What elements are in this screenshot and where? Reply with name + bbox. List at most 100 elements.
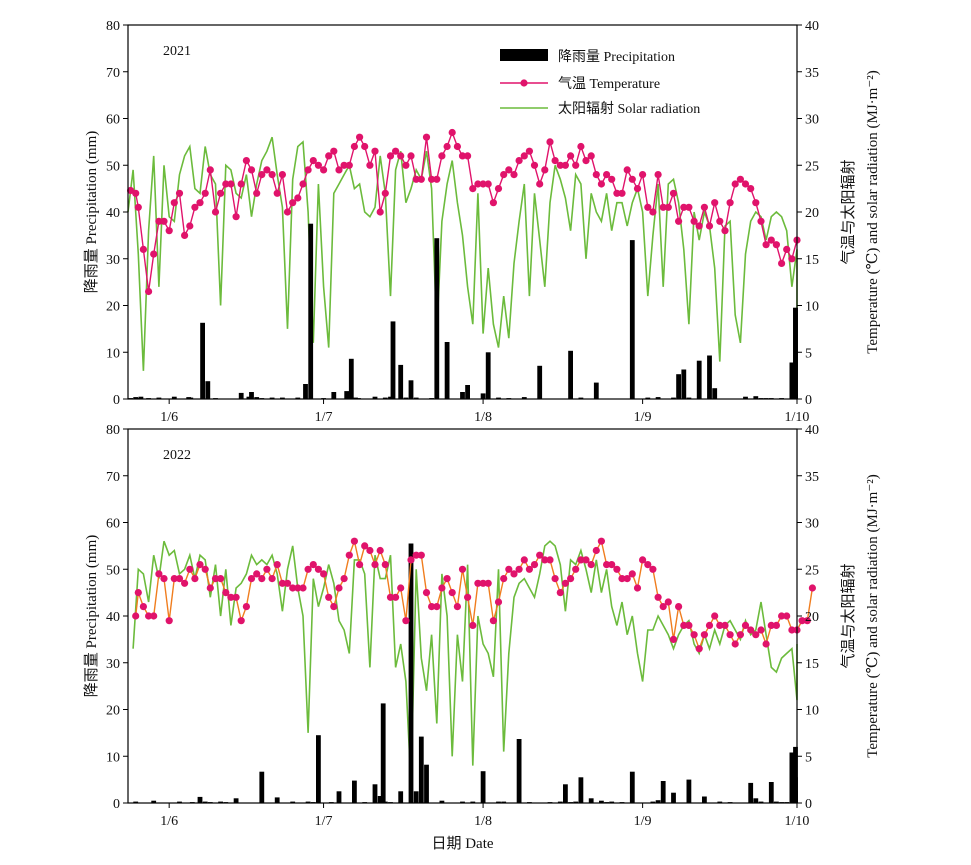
left-tick-label: 40 — [106, 610, 120, 625]
precipitation-bar — [496, 801, 501, 803]
precipitation-bar — [748, 782, 754, 803]
precipitation-bar — [344, 391, 350, 399]
left-tick-label: 20 — [106, 704, 120, 719]
temperature-point — [669, 189, 678, 197]
temperature-point — [500, 575, 508, 583]
precipitation-bar — [609, 801, 615, 803]
temperature-point — [335, 166, 343, 174]
temperature-point — [340, 575, 348, 583]
temperature-point — [608, 561, 616, 569]
temperature-point — [211, 575, 220, 583]
precipitation-bar — [743, 396, 748, 399]
temperature-point — [340, 161, 348, 169]
precipitation-bar — [316, 735, 321, 803]
temperature-point — [325, 593, 333, 601]
temperature-point — [253, 189, 261, 197]
temperature-point — [258, 575, 266, 583]
precipitation-bar — [516, 739, 522, 803]
precipitation-bar — [573, 801, 579, 803]
temperature-point — [320, 166, 328, 174]
temperature-point — [474, 579, 482, 587]
temperature-point — [536, 551, 544, 559]
precipitation-bar — [156, 397, 162, 399]
temperature-point — [160, 575, 168, 583]
precipitation-bar — [645, 397, 651, 399]
precipitation-bar — [269, 397, 275, 399]
precipitation-bar — [290, 801, 296, 803]
temperature-point — [356, 561, 364, 569]
x-tick-label: 1/9 — [634, 410, 652, 425]
temperature-point — [407, 152, 415, 160]
left-tick-label: 60 — [106, 517, 120, 532]
temperature-point — [386, 152, 395, 160]
legend-precipitation-swatch — [500, 49, 548, 61]
precipitation-bar — [686, 779, 692, 803]
temperature-point — [747, 185, 755, 193]
legend-solar-label: 太阳辐射 Solar radiation — [558, 101, 700, 117]
temperature-point — [639, 556, 647, 564]
temperature-point — [145, 612, 153, 620]
temperature-point — [206, 166, 214, 174]
temperature-point — [530, 561, 539, 569]
temperature-point — [289, 199, 297, 207]
temperature-point — [726, 631, 734, 639]
left-tick-label: 50 — [106, 563, 120, 578]
precipitation-bar — [348, 358, 354, 399]
precipitation-bar — [480, 771, 486, 803]
temperature-point — [237, 617, 245, 625]
precipitation-bar — [424, 764, 429, 803]
precipitation-bar — [696, 360, 702, 399]
temperature-point — [731, 180, 739, 188]
precipitation-bar — [372, 396, 378, 399]
right-tick-label: 40 — [805, 423, 819, 438]
precipitation-bar — [197, 796, 203, 803]
temperature-point — [700, 203, 709, 211]
precipitation-bar — [753, 798, 759, 803]
temperature-point — [196, 561, 204, 569]
left-tick-label: 50 — [106, 159, 120, 174]
temperature-point — [196, 199, 204, 207]
precipitation-bar — [485, 352, 491, 400]
temperature-point — [567, 152, 575, 160]
precipitation-bar — [768, 782, 774, 803]
temperature-point — [175, 189, 184, 197]
temperature-point — [669, 635, 678, 644]
temperature-point — [181, 231, 189, 239]
x-tick-label: 1/9 — [634, 814, 652, 829]
temperature-point — [752, 199, 760, 207]
temperature-point — [458, 152, 467, 160]
temperature-point — [803, 617, 811, 625]
temperature-point — [217, 575, 225, 583]
temperature-point — [541, 556, 549, 564]
temperature-point — [397, 152, 405, 160]
temperature-point — [268, 171, 276, 179]
temperature-point — [361, 542, 369, 550]
temperature-point — [587, 152, 595, 160]
temperature-point — [675, 217, 683, 225]
temperature-point — [726, 199, 734, 207]
temperature-point — [191, 203, 199, 211]
temperature-point — [592, 546, 600, 555]
precipitation-bar — [793, 397, 798, 399]
precipitation-bar — [408, 380, 414, 399]
precipitation-bar — [496, 397, 501, 399]
precipitation-bar — [629, 240, 635, 399]
x-tick-label: 1/7 — [315, 814, 333, 829]
precipitation-bar — [382, 397, 388, 399]
temperature-point — [520, 556, 528, 564]
precipitation-bar — [382, 801, 388, 803]
temperature-point — [165, 227, 173, 235]
temperature-point — [278, 171, 286, 179]
temperature-point — [644, 203, 652, 211]
precipitation-bar — [413, 397, 419, 399]
precipitation-bar — [578, 397, 584, 399]
precipitation-bar — [789, 752, 795, 803]
precipitation-bar — [568, 350, 573, 399]
temperature-point — [155, 217, 163, 225]
right-axis-label-en: Temperature (℃) and solar radiation (MJ·… — [865, 474, 881, 757]
temperature-point — [139, 245, 147, 253]
temperature-point — [525, 565, 534, 573]
temperature-point — [242, 157, 250, 165]
left-tick-label: 0 — [113, 393, 120, 408]
